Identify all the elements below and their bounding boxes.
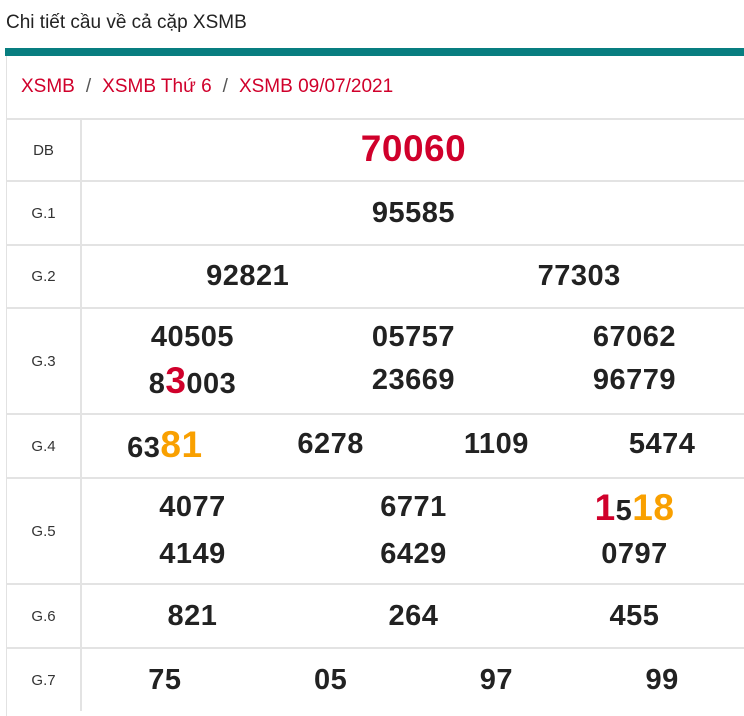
prize-number: 455: [524, 595, 744, 638]
prize-number: 70060: [82, 127, 744, 174]
digits: 003: [186, 368, 236, 400]
prize-number: 92821: [82, 255, 414, 298]
prize-number: 1109: [414, 423, 580, 470]
prize-number: 4149: [82, 533, 303, 576]
prize-label: G.4: [7, 414, 81, 478]
prize-numbers: 4077 6771 1518 4149 6429 0797: [81, 478, 744, 584]
prize-number: 40505: [82, 316, 303, 359]
prize-numbers: 92821 77303: [81, 245, 744, 308]
digits: 67062: [593, 321, 676, 353]
breadcrumb-xsmb-thu-6[interactable]: XSMB Thứ 6: [102, 76, 212, 98]
digits: 8: [149, 368, 166, 400]
prize-number: 83003: [82, 359, 303, 406]
digits: 6278: [297, 428, 364, 460]
prize-row: G.7 75 05 97 99: [7, 648, 744, 711]
prize-number: 23669: [303, 359, 524, 406]
breadcrumb-separator: /: [86, 76, 91, 98]
prize-number: 0797: [524, 533, 744, 576]
prize-number: 6278: [248, 423, 414, 470]
digits: 5474: [629, 428, 696, 460]
prize-label: G.3: [7, 308, 81, 414]
breadcrumb-xsmb-date[interactable]: XSMB 09/07/2021: [239, 76, 393, 98]
prize-numbers: 6381 6278 1109 5474: [81, 414, 744, 478]
prize-label: G.1: [7, 181, 81, 245]
digits: 264: [389, 600, 439, 632]
prize-numbers: 70060: [81, 119, 744, 181]
prize-label: G.6: [7, 584, 81, 648]
prize-number: 99: [579, 659, 744, 702]
digits: 92821: [206, 260, 289, 292]
prize-number: 95585: [82, 192, 744, 235]
prize-number: 6429: [303, 533, 524, 576]
digits: 821: [168, 600, 218, 632]
prize-numbers: 75 05 97 99: [81, 648, 744, 711]
prize-row: G.3 40505 05757 67062 83003 23669 96779: [7, 308, 744, 414]
prize-row: G.2 92821 77303: [7, 245, 744, 308]
prize-numbers: 821 264 455: [81, 584, 744, 648]
prize-number: 264: [303, 595, 524, 638]
digits: 05: [314, 664, 347, 696]
prize-label: DB: [7, 119, 81, 181]
highlighted-digits: 3: [165, 360, 186, 401]
prize-number: 05757: [303, 316, 524, 359]
breadcrumb-xsmb[interactable]: XSMB: [21, 76, 75, 98]
prize-row: G.1 95585: [7, 181, 744, 245]
prize-label: G.5: [7, 478, 81, 584]
digits: 0797: [601, 538, 668, 570]
highlighted-digits: 70060: [361, 128, 466, 169]
prize-number: 6771: [303, 486, 524, 533]
digits: 96779: [593, 364, 676, 396]
prize-numbers: 95585: [81, 181, 744, 245]
digits: 63: [127, 432, 160, 464]
digits: 75: [148, 664, 181, 696]
prize-number: 05: [248, 659, 414, 702]
digits: 455: [610, 600, 660, 632]
breadcrumb-separator: /: [223, 76, 228, 98]
prize-number: 821: [82, 595, 303, 638]
prize-number: 6381: [82, 423, 248, 470]
prize-number: 67062: [524, 316, 744, 359]
results-card: XSMB / XSMB Thứ 6 / XSMB 09/07/2021 DB 70…: [6, 56, 744, 716]
prize-number: 97: [414, 659, 580, 702]
digits: 99: [645, 664, 678, 696]
digits: 05757: [372, 321, 455, 353]
prize-number: 75: [82, 659, 248, 702]
prize-number: 1518: [524, 486, 744, 533]
digits: 95585: [372, 197, 455, 229]
breadcrumb: XSMB / XSMB Thứ 6 / XSMB 09/07/2021: [7, 56, 744, 118]
prize-row: G.6 821 264 455: [7, 584, 744, 648]
digits: 77303: [538, 260, 621, 292]
prize-number: 77303: [414, 255, 744, 298]
page-title: Chi tiết cầu về cả cặp XSMB: [6, 12, 247, 34]
digits: 5: [616, 495, 633, 527]
prize-numbers: 40505 05757 67062 83003 23669 96779: [81, 308, 744, 414]
prize-label: G.7: [7, 648, 81, 711]
prize-row: DB 70060: [7, 119, 744, 181]
accent-bar: [5, 48, 744, 56]
prize-row: G.5 4077 6771 1518 4149 6429 0797: [7, 478, 744, 584]
highlighted-digits: 81: [160, 424, 202, 465]
prize-number: 5474: [579, 423, 744, 470]
digits: 6429: [380, 538, 447, 570]
digits: 4149: [159, 538, 226, 570]
prize-number: 96779: [524, 359, 744, 406]
digits: 23669: [372, 364, 455, 396]
digits: 4077: [159, 491, 226, 523]
highlighted-digits: 1: [595, 487, 616, 528]
digits: 1109: [464, 428, 529, 460]
digits: 40505: [151, 321, 234, 353]
prize-number: 4077: [82, 486, 303, 533]
digits: 6771: [380, 491, 447, 523]
prize-label: G.2: [7, 245, 81, 308]
highlighted-digits: 18: [632, 487, 674, 528]
digits: 97: [480, 664, 513, 696]
